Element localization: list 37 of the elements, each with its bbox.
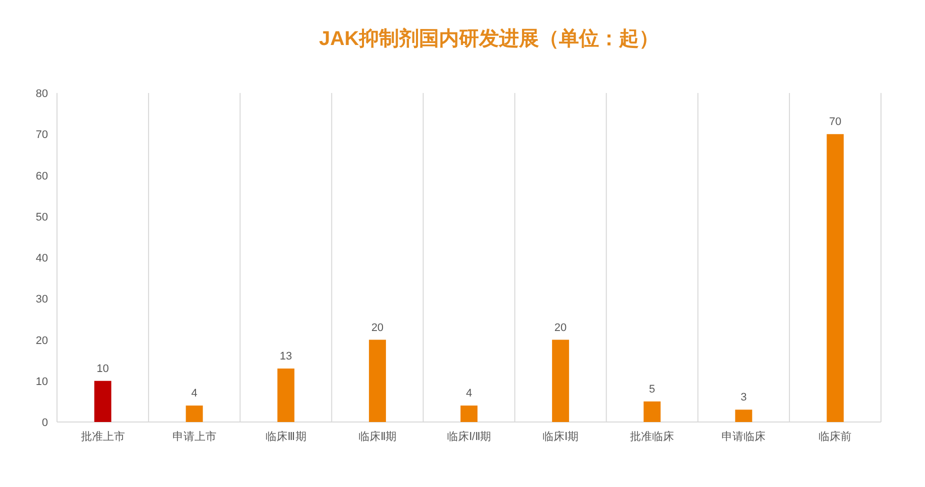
y-tick-label: 20 <box>36 334 48 347</box>
y-tick-label: 60 <box>36 170 48 182</box>
y-tick-label: 10 <box>36 376 48 388</box>
bar <box>460 406 478 422</box>
data-label: 20 <box>371 322 384 334</box>
bar <box>735 410 752 422</box>
bar <box>368 340 386 422</box>
y-tick-label: 70 <box>36 129 48 142</box>
y-tick-label: 0 <box>42 417 48 429</box>
y-tick-label: 50 <box>36 211 48 224</box>
x-tick-label: 批准临床 <box>630 430 674 443</box>
bar <box>644 401 661 422</box>
bar <box>552 340 570 422</box>
x-tick-label: 临床前 <box>818 430 852 443</box>
x-tick-label: 批准上市 <box>80 430 125 443</box>
bar <box>186 406 203 422</box>
data-label: 5 <box>649 383 656 396</box>
x-tick-label: 申请临床 <box>722 430 766 443</box>
y-tick-label: 80 <box>36 88 48 100</box>
bar <box>277 368 294 422</box>
data-label: 10 <box>96 362 109 375</box>
x-tick-label: 临床Ⅱ期 <box>358 430 396 443</box>
y-tick-label: 30 <box>36 294 48 306</box>
chart-title: JAK抑制剂国内研发进展（单位：起） <box>318 27 660 50</box>
x-tick-label: 临床Ⅲ期 <box>265 430 306 443</box>
x-tick-label: 申请上市 <box>172 430 216 443</box>
x-tick-label: 临床Ⅰ期 <box>542 430 579 443</box>
data-label: 4 <box>466 388 472 400</box>
data-label: 70 <box>829 116 842 128</box>
x-tick-label: 临床Ⅰ/Ⅱ期 <box>446 430 492 443</box>
bar <box>826 134 844 422</box>
data-label: 4 <box>191 388 198 400</box>
data-label: 13 <box>280 350 292 363</box>
data-label: 20 <box>554 322 567 334</box>
data-label: 3 <box>740 392 747 404</box>
bar <box>94 380 112 422</box>
y-tick-label: 40 <box>36 252 48 264</box>
